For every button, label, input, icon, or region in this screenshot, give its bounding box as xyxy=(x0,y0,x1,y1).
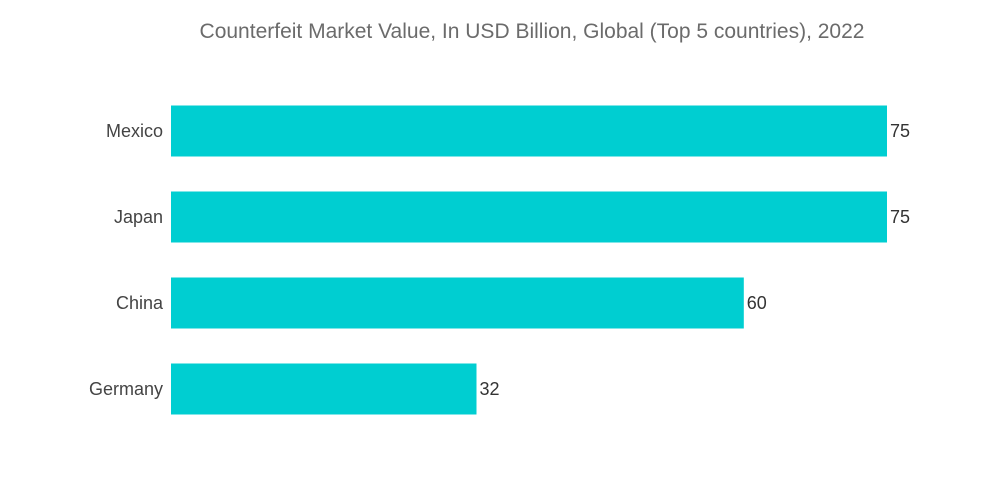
bar-germany xyxy=(171,363,477,415)
category-label-mexico: Mexico xyxy=(106,121,163,141)
chart-title: Counterfeit Market Value, In USD Billion… xyxy=(200,20,865,43)
category-label-germany: Germany xyxy=(89,379,163,399)
bar-china xyxy=(171,277,744,329)
value-label-japan: 75 xyxy=(890,207,910,227)
category-label-china: China xyxy=(116,293,164,313)
category-label-japan: Japan xyxy=(114,207,163,227)
value-label-mexico: 75 xyxy=(890,121,910,141)
value-label-china: 60 xyxy=(747,293,767,313)
bars-layer: Mexico 75 Japan 75 China 60 Germany 32 xyxy=(89,105,910,415)
value-label-germany: 32 xyxy=(479,379,499,399)
bar-mexico xyxy=(171,105,887,157)
bar-japan xyxy=(171,191,887,243)
